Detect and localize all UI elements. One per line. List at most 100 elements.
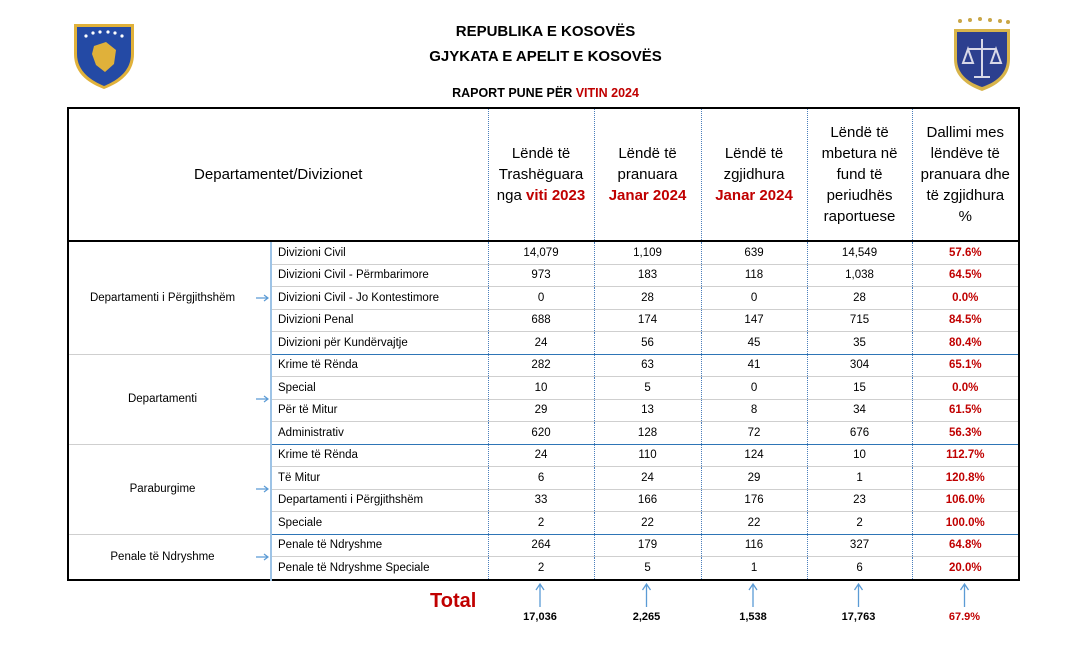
arrow bbox=[748, 582, 758, 607]
group-label: Departamenti i Përgjithshëm bbox=[68, 241, 271, 355]
cell: 80.4% bbox=[911, 331, 1020, 355]
cell: 63 bbox=[593, 354, 702, 377]
group-name: Penale të Ndryshme bbox=[110, 550, 215, 563]
table-row: Speciale 2 22 22 2 100.0% bbox=[68, 511, 1020, 535]
cell: 0 bbox=[700, 376, 808, 400]
cell: 183 bbox=[593, 264, 702, 287]
cell: 2 bbox=[487, 556, 595, 580]
column-header-text: Lëndë të zgjidhura bbox=[723, 145, 785, 183]
cell: 29 bbox=[700, 466, 808, 490]
group-arrow bbox=[256, 485, 269, 493]
arrow bbox=[959, 582, 970, 607]
cell: 639 bbox=[700, 241, 808, 265]
column-header-text: Lëndë të mbetura në fund të periudhës ra… bbox=[821, 124, 898, 225]
cell: 1 bbox=[700, 556, 808, 580]
cell: 5 bbox=[593, 376, 702, 400]
table-row: Penale të Ndryshme Speciale 2 5 1 6 20.0% bbox=[68, 556, 1020, 580]
cell: 0.0% bbox=[911, 376, 1020, 400]
arrow bbox=[535, 582, 545, 607]
table-row: Departamenti i Përgjithshëm Divizioni Civ… bbox=[68, 241, 1020, 355]
cell: 23 bbox=[806, 489, 913, 512]
group-name: Departamenti i Përgjithshëm bbox=[89, 291, 236, 304]
cell: 6 bbox=[487, 466, 595, 490]
report-title-text: RAPORT PUNE PËR bbox=[452, 86, 573, 100]
cell: 8 bbox=[700, 399, 808, 422]
cell: 10 bbox=[487, 376, 595, 400]
group-arrow bbox=[256, 395, 269, 403]
column-header-highlight: Janar 2024 bbox=[715, 187, 793, 204]
cell: 2 bbox=[806, 511, 913, 535]
cell: 45 bbox=[700, 331, 808, 355]
group-label: Paraburgime bbox=[68, 444, 271, 535]
table-row: Departamenti i Përgjithshëm 33 166 176 23 106… bbox=[68, 489, 1020, 512]
row-name: Departamenti i Përgjithshëm bbox=[269, 489, 489, 512]
cell: 41 bbox=[700, 354, 808, 377]
cell: 33 bbox=[487, 489, 595, 512]
cell: 24 bbox=[593, 466, 702, 490]
total-value: 17,763 bbox=[841, 611, 876, 623]
arrow bbox=[256, 395, 269, 403]
total-value: 17,036 bbox=[523, 611, 557, 623]
header-line2: GJYKATA E APELIT E KOSOVËS bbox=[429, 48, 662, 65]
cell: 0 bbox=[487, 286, 595, 310]
cell: 1,038 bbox=[806, 264, 913, 287]
header-row: Departamentet/Divizionet Lëndë të Trashëg… bbox=[68, 108, 1020, 242]
group-name: Departamenti bbox=[127, 393, 198, 405]
cell: 100.0% bbox=[911, 511, 1020, 535]
group-name: Paraburgime bbox=[129, 483, 196, 495]
cell: 34 bbox=[806, 399, 913, 422]
cell: 715 bbox=[806, 309, 913, 332]
cell: 64.5% bbox=[911, 264, 1020, 287]
total-arrows bbox=[535, 582, 970, 607]
cell: 973 bbox=[487, 264, 595, 287]
row-name: Penale të Ndryshme Speciale bbox=[269, 556, 489, 580]
cell: 688 bbox=[487, 309, 595, 332]
row-name: Divizioni Civil - Përmbarimore bbox=[269, 264, 489, 287]
cell: 128 bbox=[593, 421, 702, 445]
cell: 124 bbox=[700, 444, 808, 467]
cell: 35 bbox=[806, 331, 913, 355]
report-year: VITIN 2024 bbox=[575, 86, 639, 100]
total-value: 1,538 bbox=[739, 611, 767, 623]
cell: 120.8% bbox=[911, 466, 1020, 490]
cell: 282 bbox=[487, 354, 595, 377]
cell: 61.5% bbox=[911, 399, 1020, 422]
row-name: Penale të Ndryshme bbox=[269, 534, 489, 557]
column-header: Lëndë të Trashëguara nga viti 2023 bbox=[487, 108, 595, 242]
cell: 20.0% bbox=[911, 556, 1020, 580]
cell: 22 bbox=[593, 511, 702, 535]
court-emblem bbox=[954, 17, 1010, 91]
table-body: Departamenti i Përgjithshëm Divizioni Civ… bbox=[68, 241, 1020, 580]
column-header-highlight: viti 2023 bbox=[526, 187, 586, 204]
row-name: Divizioni Civil - Jo Kontestimore bbox=[269, 286, 489, 310]
cell: 14,549 bbox=[806, 241, 913, 265]
cell: 56.3% bbox=[911, 421, 1020, 445]
table-row: Divizioni për Kundërvajtje 24 56 45 35 80.4% bbox=[68, 331, 1020, 355]
cell: 304 bbox=[806, 354, 913, 377]
cell: 676 bbox=[806, 421, 913, 445]
cell: 56 bbox=[593, 331, 702, 355]
row-name: Për të Mitur bbox=[269, 399, 489, 422]
table-row: Paraburgime Krime të Rënda 24 110 124 10 112.7… bbox=[68, 444, 1020, 535]
cell: 10 bbox=[806, 444, 913, 467]
cell: 179 bbox=[593, 534, 702, 557]
table-row: Divizioni Civil - Jo Kontestimore 0 28 0 28 0… bbox=[68, 286, 1020, 310]
cell: 147 bbox=[700, 309, 808, 332]
total-label: Total bbox=[430, 590, 477, 612]
group-arrow bbox=[256, 553, 269, 560]
row-name: Divizioni Civil bbox=[269, 241, 489, 265]
cell: 1 bbox=[806, 466, 913, 490]
cell: 116 bbox=[700, 534, 808, 557]
cell: 28 bbox=[806, 286, 913, 310]
column-header-text: Lëndë të Trashëguara nga bbox=[496, 145, 584, 204]
group-arrow bbox=[256, 294, 269, 302]
cell: 22 bbox=[700, 511, 808, 535]
cell: 5 bbox=[593, 556, 702, 580]
table-row: Departamenti Krime të Rënda 282 63 41 304 65.1… bbox=[68, 354, 1020, 445]
cell: 57.6% bbox=[911, 241, 1020, 265]
table-row: Special 10 5 0 15 0.0% bbox=[68, 376, 1020, 400]
row-name: Krime të Rënda bbox=[269, 444, 489, 467]
column-header-text: Dallimi mes lëndëve të pranuara dhe të z… bbox=[920, 124, 1010, 225]
table-row: Administrativ 620 128 72 676 56.3% bbox=[68, 421, 1020, 445]
table-row: Divizioni Penal 688 174 147 715 84.5% bbox=[68, 309, 1020, 332]
